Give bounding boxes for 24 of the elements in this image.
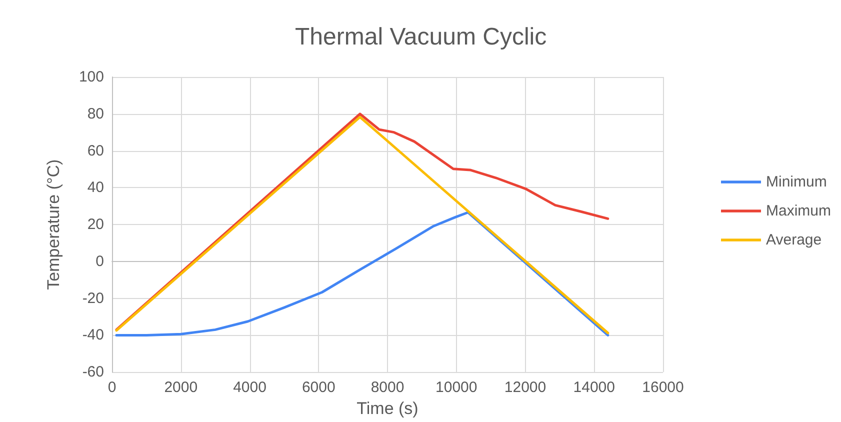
legend-label: Minimum <box>766 174 827 190</box>
y-axis-title: Temperature (°C) <box>44 159 63 290</box>
x-tick-label: 4000 <box>233 379 266 396</box>
y-tick-label: 60 <box>87 142 104 160</box>
y-tick-label: 20 <box>87 216 104 234</box>
x-tick-label: 6000 <box>302 379 336 396</box>
x-axis-title: Time (s) <box>356 399 418 418</box>
y-tick-label: 40 <box>87 179 104 196</box>
y-tick-label: -20 <box>82 290 104 307</box>
x-tick-label: 0 <box>108 379 116 396</box>
x-tick-label: 14000 <box>573 379 615 396</box>
x-tick-label: 2000 <box>164 379 198 396</box>
y-tick-label: 100 <box>78 68 104 86</box>
x-tick-label: 16000 <box>642 379 684 396</box>
y-tick-label: 80 <box>87 105 104 122</box>
y-tick-label: -40 <box>82 326 104 344</box>
y-tick-label: -60 <box>82 364 104 381</box>
chart-title: Thermal Vacuum Cyclic <box>295 24 547 50</box>
legend-label: Average <box>766 232 822 248</box>
x-tick-label: 12000 <box>504 379 546 396</box>
x-tick-label: 8000 <box>370 379 404 396</box>
x-tick-label: 10000 <box>436 379 478 396</box>
y-tick-label: 0 <box>96 252 104 270</box>
legend-label: Maximum <box>766 202 832 220</box>
